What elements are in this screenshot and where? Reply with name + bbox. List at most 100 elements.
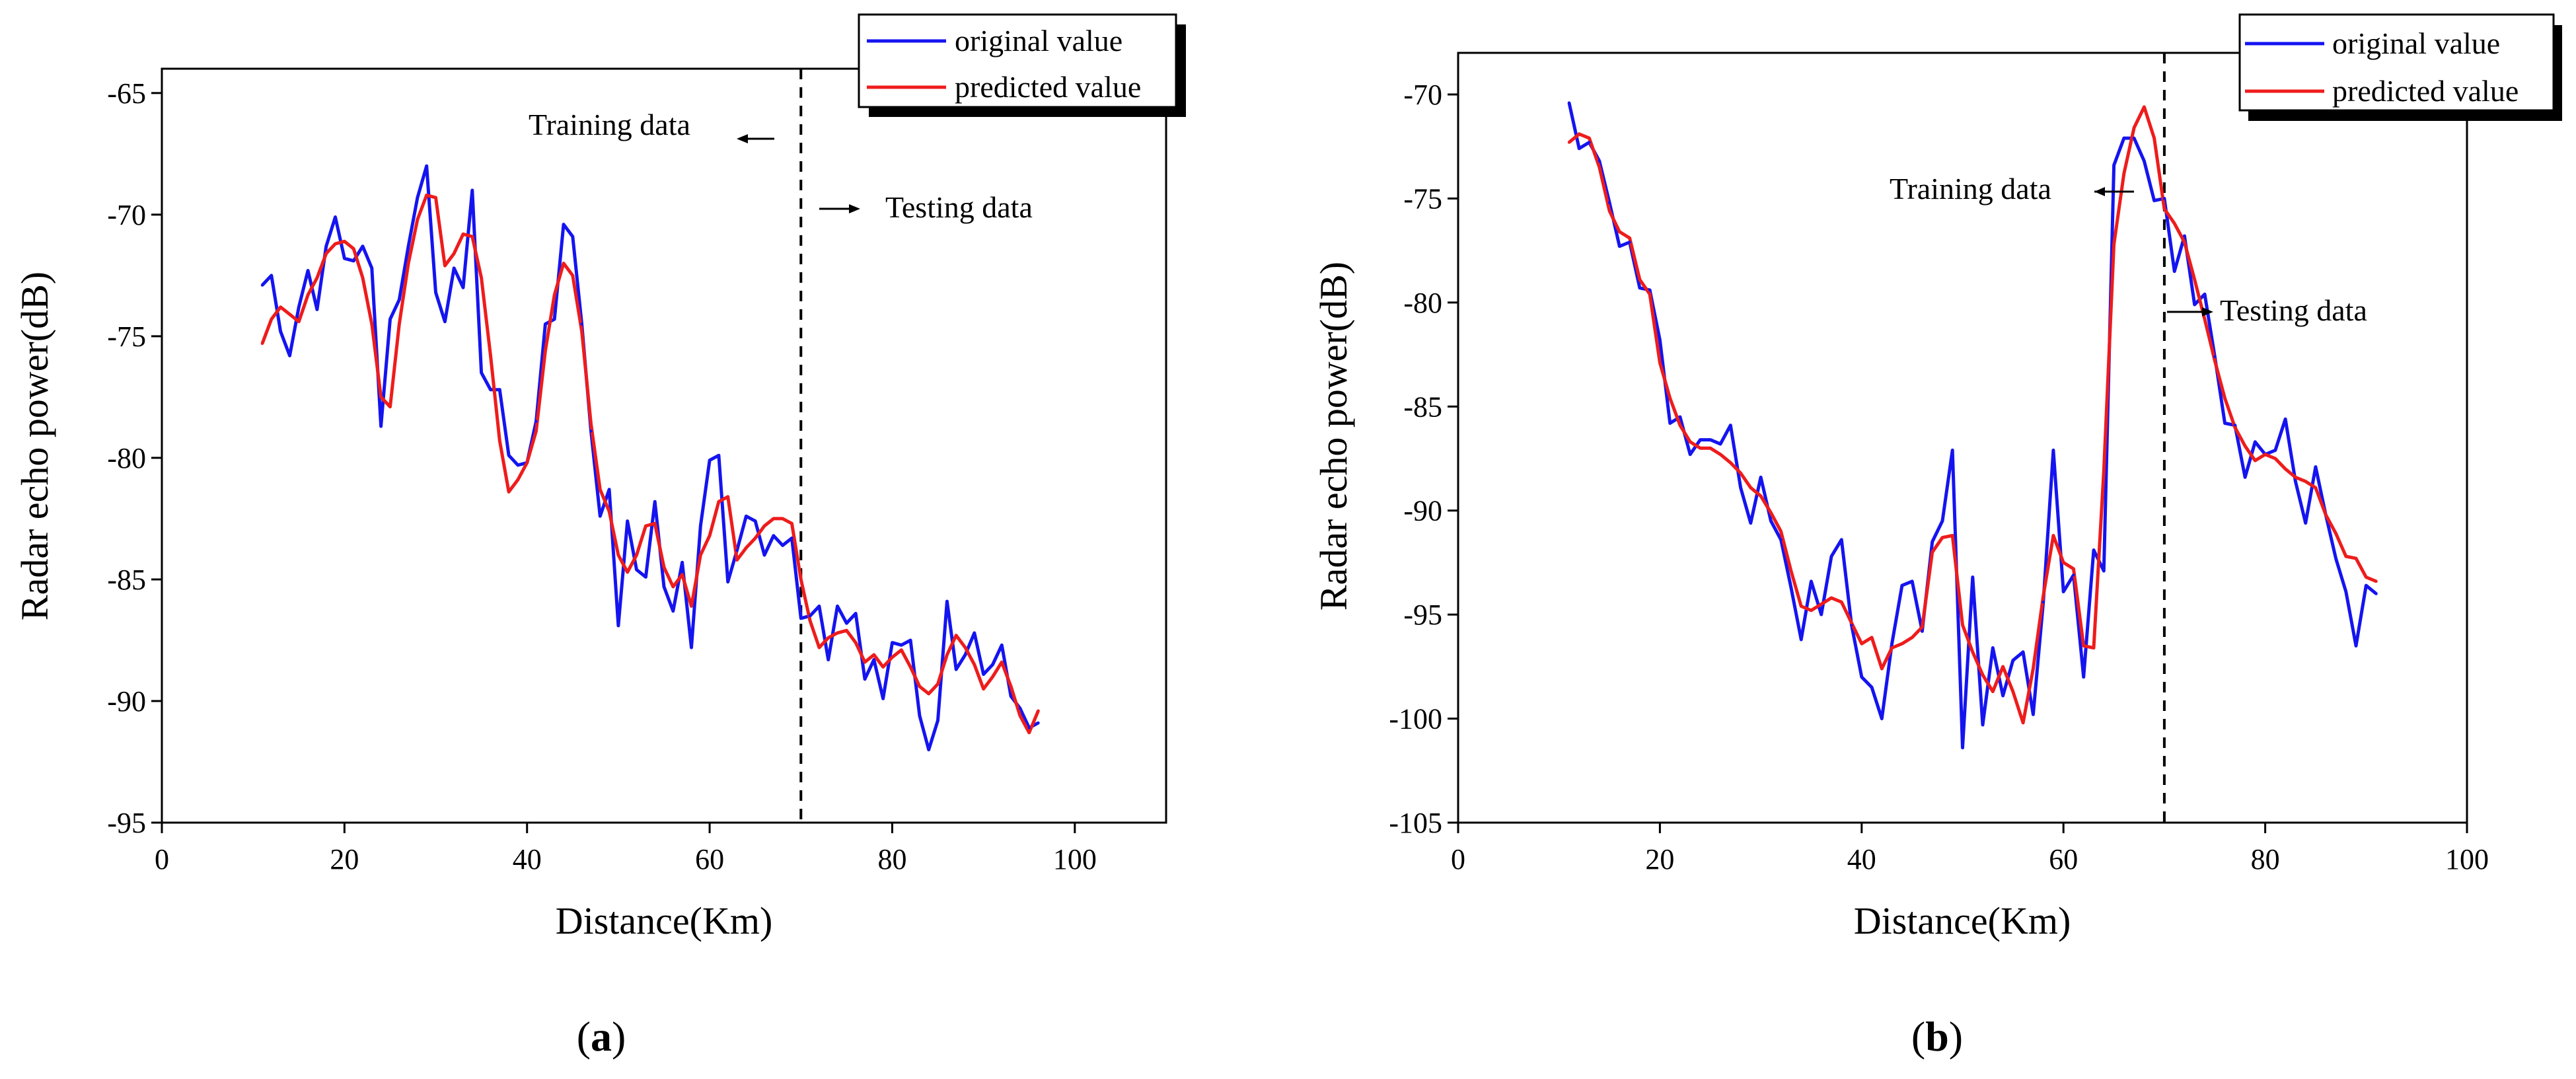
- x-tick-label: 0: [155, 843, 169, 875]
- predicted-value-point: [1618, 230, 1621, 233]
- original-value-point: [1940, 519, 1944, 523]
- original-value-point: [982, 673, 985, 676]
- predicted-value-point: [1000, 660, 1004, 664]
- original-value-point: [927, 748, 930, 751]
- predicted-value-point: [1880, 667, 1884, 671]
- original-value-point: [379, 424, 383, 428]
- original-value-point: [836, 605, 839, 608]
- legend: original value predicted value: [2238, 13, 2562, 121]
- predicted-value-point: [571, 274, 574, 278]
- predicted-value-point: [1921, 625, 1924, 629]
- original-value-point: [2062, 590, 2065, 593]
- original-value-point: [2314, 465, 2318, 468]
- predicted-value-point: [398, 322, 401, 326]
- predicted-value-point: [1638, 278, 1642, 281]
- original-value-point: [2153, 199, 2156, 202]
- predicted-value-point: [270, 317, 273, 321]
- y-tick-label: -90: [107, 685, 146, 718]
- predicted-value-point: [626, 570, 629, 574]
- original-value-point: [799, 616, 803, 620]
- original-value-point: [480, 371, 483, 375]
- predicted-value-point: [2374, 579, 2378, 583]
- original-value-point: [1709, 438, 1712, 441]
- predicted-value-point: [544, 349, 547, 353]
- legend-box: [2238, 13, 2555, 112]
- predicted-value-point: [2032, 667, 2035, 671]
- predicted-value-point: [2132, 126, 2136, 130]
- original-value-point: [416, 196, 420, 200]
- predicted-value-point: [1890, 646, 1894, 650]
- legend-original-label: original value: [2332, 26, 2500, 60]
- predicted-value-point: [1628, 237, 1631, 240]
- original-value-point: [1678, 415, 1682, 419]
- predicted-value-point: [288, 313, 291, 316]
- predicted-value-point: [845, 629, 848, 632]
- predicted-value-point: [2001, 665, 2005, 669]
- predicted-value-point: [361, 276, 365, 279]
- original-value-point: [2374, 592, 2378, 595]
- predicted-value-point: [2304, 480, 2307, 483]
- predicted-value-point: [1961, 623, 1964, 627]
- original-value-point: [599, 515, 602, 518]
- x-tick-label: 20: [1645, 843, 1674, 875]
- x-tick-label: 60: [2049, 843, 2078, 875]
- data-points: [260, 165, 1040, 751]
- original-value-point: [2283, 418, 2287, 421]
- original-value-point: [1829, 554, 1833, 558]
- predicted-value-point: [991, 675, 994, 679]
- original-value-point: [270, 274, 273, 278]
- original-value-point: [2021, 650, 2025, 653]
- predicted-value-point: [1699, 447, 1702, 450]
- original-value-point: [553, 317, 556, 321]
- original-value-point: [425, 165, 428, 168]
- predicted-value-point: [690, 605, 693, 608]
- predicted-value-point: [489, 354, 492, 357]
- predicted-value-point: [854, 641, 858, 644]
- original-value-point: [352, 259, 355, 262]
- legend-predicted-label: predicted value: [955, 70, 1141, 104]
- predicted-value-point: [973, 663, 976, 666]
- predicted-value-point: [1900, 642, 1904, 646]
- original-value-point: [544, 322, 547, 326]
- predicted-value-point: [516, 478, 520, 482]
- original-value-point: [918, 714, 922, 718]
- y-axis-title: Radar echo power(dB): [13, 272, 56, 620]
- original-value-point: [2102, 569, 2106, 573]
- predicted-value-point: [726, 495, 729, 498]
- original-value-point: [2112, 163, 2116, 167]
- original-value-point: [881, 697, 885, 700]
- original-value-point: [1749, 521, 1752, 525]
- legend: original value predicted value: [858, 13, 1186, 117]
- predicted-value-point: [1739, 471, 1742, 475]
- original-value-point: [398, 298, 401, 301]
- predicted-value-point: [662, 566, 666, 569]
- original-value-point: [1578, 147, 1581, 150]
- predicted-value-point: [762, 524, 766, 528]
- predicted-value-point: [2213, 359, 2217, 363]
- predicted-value-point: [754, 537, 757, 540]
- predicted-value-point: [1718, 453, 1722, 456]
- data-points: [1567, 101, 2378, 749]
- predicted-value-point: [553, 293, 556, 297]
- original-value-point: [2173, 270, 2176, 273]
- legend-box: [858, 13, 1177, 108]
- predicted-value-point: [2263, 453, 2267, 456]
- original-value-point: [2162, 197, 2166, 200]
- original-value-point: [470, 188, 474, 192]
- predicted-value-point: [955, 634, 958, 637]
- x-tick-label: 100: [1053, 843, 1097, 875]
- predicted-value-point: [963, 646, 967, 650]
- original-value-point: [443, 320, 447, 323]
- training-arrow-icon: [737, 134, 774, 143]
- original-value-point: [2042, 601, 2045, 604]
- predicted-value-point: [1769, 511, 1773, 515]
- original-value-point: [306, 269, 310, 272]
- original-value-point: [808, 614, 812, 618]
- predicted-value-point: [671, 585, 675, 589]
- predicted-value-point: [1911, 636, 1914, 639]
- original-value-point: [1598, 159, 1601, 163]
- original-value-point: [1567, 101, 1571, 104]
- original-value-point: [1769, 519, 1773, 523]
- predicted-value-point: [379, 395, 383, 399]
- original-value-point: [1638, 286, 1642, 289]
